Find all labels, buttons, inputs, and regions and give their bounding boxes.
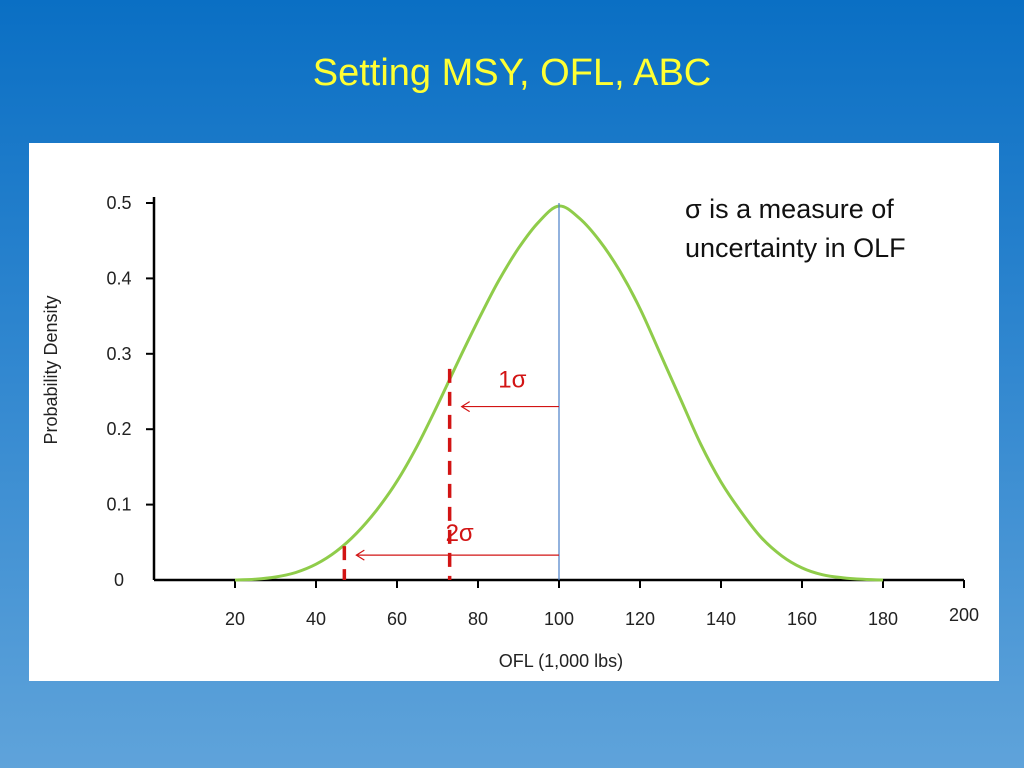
sigma-markers: 1σ 2σ bbox=[342, 367, 559, 580]
x-tick-label: 160 bbox=[787, 609, 817, 629]
sigma-arrowhead-2 bbox=[355, 549, 365, 561]
y-tick-label: 0.4 bbox=[106, 268, 131, 288]
x-axis-title: OFL (1,000 lbs) bbox=[499, 651, 623, 671]
curve-layer bbox=[234, 203, 884, 582]
y-tick-label: 0.5 bbox=[106, 193, 131, 213]
x-tick-label: 100 bbox=[544, 609, 574, 629]
x-tick-label: 40 bbox=[306, 609, 326, 629]
y-tick-label: 0.2 bbox=[106, 419, 131, 439]
y-axis-title: Probability Density bbox=[41, 295, 61, 444]
x-tick-label: 60 bbox=[387, 609, 407, 629]
chart-panel: 20 40 60 80 100 120 140 160 180 200 0 0.1 0.2 0.3 0.4 0… bbox=[29, 143, 999, 681]
axes: 20 40 60 80 100 120 140 160 180 200 0 0.1 0.2 0.3 0.4 0… bbox=[106, 193, 979, 629]
slide-title: Setting MSY, OFL, ABC bbox=[312, 52, 712, 94]
annotation-line-2: uncertainty in OLF bbox=[685, 233, 906, 263]
x-tick-label: 80 bbox=[468, 609, 488, 629]
x-tick-label: 200 bbox=[949, 605, 979, 625]
y-tick-label: 0 bbox=[114, 570, 124, 590]
y-tick-label: 0.1 bbox=[106, 495, 131, 515]
y-tick-label: 0.3 bbox=[106, 344, 131, 364]
x-tick-label: 140 bbox=[706, 609, 736, 629]
x-tick-label: 180 bbox=[868, 609, 898, 629]
x-tick-label: 120 bbox=[625, 609, 655, 629]
sigma-label-2: 2σ bbox=[446, 520, 474, 547]
annotation-line-1: σ is a measure of bbox=[685, 194, 894, 224]
chart: 20 40 60 80 100 120 140 160 180 200 0 0.1 0.2 0.3 0.4 0… bbox=[41, 193, 979, 671]
sigma-label-1: 1σ bbox=[498, 367, 526, 394]
x-tick-label: 20 bbox=[225, 609, 245, 629]
sigma-arrowhead-1 bbox=[460, 401, 470, 413]
